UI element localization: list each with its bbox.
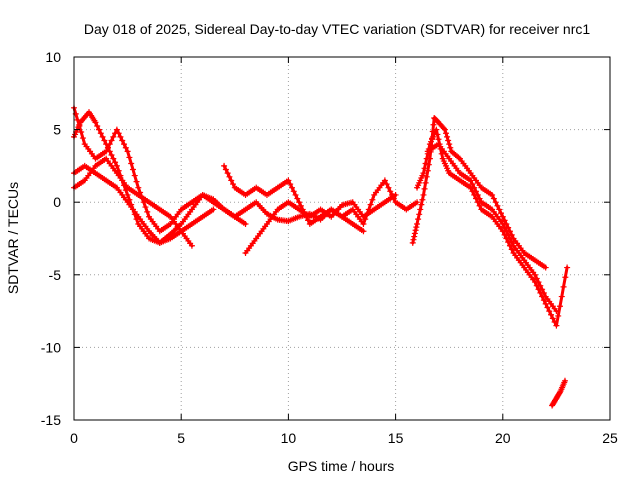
x-tick-label: 5 [177, 430, 185, 446]
y-tick-label: 10 [45, 49, 61, 65]
series-trace-h [409, 114, 549, 271]
plus-markers [242, 191, 399, 257]
series-trace-f [242, 191, 399, 257]
x-axis-label: GPS time / hours [288, 458, 395, 474]
plus-markers [424, 141, 560, 315]
plus-markers [210, 199, 367, 235]
axis-ticks: 0 5 10 15 20 25 -15 -10 -5 0 5 10 [41, 49, 618, 446]
x-tick-label: 25 [602, 430, 618, 446]
series-trace-d [71, 155, 195, 249]
y-tick-label: -10 [41, 339, 61, 355]
series-trace-j [424, 141, 560, 315]
chart-title: Day 018 of 2025, Sidereal Day-to-day VTE… [84, 21, 590, 37]
x-tick-label: 0 [70, 430, 78, 446]
y-tick-label: -5 [49, 267, 62, 283]
x-tick-label: 15 [388, 430, 404, 446]
y-tick-label: -15 [41, 412, 61, 428]
x-tick-label: 10 [281, 430, 297, 446]
y-tick-label: 5 [53, 122, 61, 138]
data-traces [71, 104, 571, 409]
plus-markers [409, 114, 549, 271]
plus-markers [549, 377, 568, 409]
plot-frame [73, 56, 611, 421]
series-trace-k [549, 377, 568, 409]
x-tick-label: 20 [495, 430, 511, 446]
y-axis-label: SDTVAR / TECUs [5, 182, 21, 294]
y-tick-label: 0 [53, 194, 61, 210]
series-trace-g [210, 199, 367, 235]
